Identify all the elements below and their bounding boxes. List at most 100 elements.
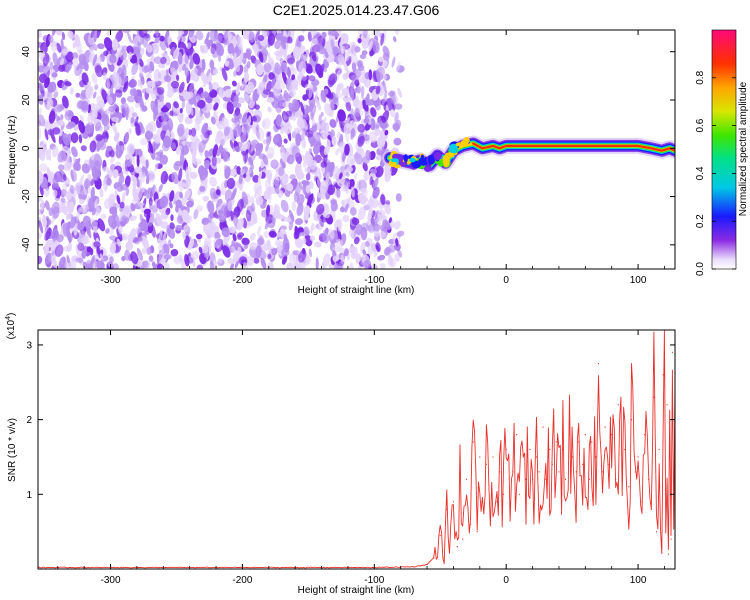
noise-blob xyxy=(322,253,331,267)
noise-blob xyxy=(340,45,345,52)
noise-blob xyxy=(60,114,64,120)
noise-blob xyxy=(88,197,95,212)
noise-blob xyxy=(156,86,165,95)
noise-blob xyxy=(138,236,143,242)
noise-blob xyxy=(140,219,149,232)
noise-blob xyxy=(84,232,89,243)
snr-point xyxy=(456,546,458,548)
snr-point xyxy=(653,396,655,398)
noise-blob xyxy=(304,167,311,173)
snr-point xyxy=(483,508,485,510)
noise-blob xyxy=(267,253,272,260)
snr-point xyxy=(624,448,626,451)
noise-blob xyxy=(351,61,357,73)
noise-blob xyxy=(223,153,229,162)
noise-blob xyxy=(302,247,306,255)
noise-blob xyxy=(296,171,305,180)
noise-blob xyxy=(295,182,301,197)
noise-blob xyxy=(83,188,88,196)
snr-point xyxy=(413,566,415,568)
noise-blob xyxy=(199,44,209,54)
noise-blob xyxy=(132,187,139,202)
noise-blob xyxy=(360,196,369,203)
noise-blob xyxy=(286,183,294,192)
noise-blob xyxy=(375,69,381,84)
noise-blob xyxy=(263,230,271,239)
colorbar-gradient xyxy=(712,30,736,269)
noise-blob xyxy=(86,220,92,234)
noise-blob xyxy=(72,57,79,70)
noise-blob xyxy=(236,166,242,175)
noise-blob xyxy=(180,204,184,211)
noise-blob xyxy=(213,102,219,111)
noise-blob xyxy=(296,194,305,206)
noise-blob xyxy=(318,114,322,124)
noise-blob xyxy=(46,169,52,182)
snr-point xyxy=(470,523,472,525)
noise-blob xyxy=(97,218,106,232)
noise-blob xyxy=(375,244,380,252)
noise-blob xyxy=(192,242,199,248)
noise-blob xyxy=(224,189,233,203)
noise-blob xyxy=(189,171,198,180)
noise-blob xyxy=(145,159,149,169)
noise-blob xyxy=(226,101,234,115)
noise-blob xyxy=(69,216,76,229)
snr-point xyxy=(658,448,660,451)
noise-blob xyxy=(218,211,227,223)
colorbar-tick-label: 0.4 xyxy=(695,166,706,180)
noise-blob xyxy=(349,207,357,216)
noise-blob xyxy=(304,63,313,72)
noise-blob xyxy=(178,191,184,199)
noise-blob xyxy=(309,163,316,170)
noise-blob xyxy=(170,67,177,77)
noise-blob xyxy=(92,54,98,67)
noise-blob xyxy=(320,90,327,103)
noise-blob xyxy=(339,206,346,213)
noise-blob xyxy=(350,186,355,198)
noise-blob xyxy=(136,154,140,168)
noise-blob xyxy=(42,214,47,229)
noise-blob xyxy=(160,110,170,122)
noise-blob xyxy=(270,159,279,168)
snr-point xyxy=(509,501,511,503)
noise-blob xyxy=(229,139,234,150)
snr-point xyxy=(476,531,478,533)
noise-blob xyxy=(212,68,219,76)
noise-blob xyxy=(89,46,95,55)
noise-blob xyxy=(192,156,197,164)
noise-blob xyxy=(346,198,350,204)
noise-blob xyxy=(353,236,360,245)
snr-point xyxy=(433,557,435,559)
noise-blob xyxy=(121,191,126,203)
noise-blob xyxy=(248,156,254,166)
noise-blob xyxy=(394,253,400,263)
noise-blob xyxy=(38,50,46,59)
noise-blob xyxy=(315,44,324,51)
noise-blob xyxy=(148,255,154,262)
noise-blob xyxy=(117,50,123,58)
noise-blob xyxy=(64,157,70,168)
noise-blob xyxy=(166,87,175,98)
noise-blob xyxy=(335,148,340,156)
noise-blob xyxy=(275,32,284,41)
noise-blob xyxy=(232,250,241,263)
noise-blob xyxy=(216,43,222,52)
noise-blob xyxy=(130,116,135,124)
noise-blob xyxy=(207,200,215,214)
noise-blob xyxy=(387,257,397,268)
noise-blob xyxy=(152,104,159,116)
snr-x-tick-label: 0 xyxy=(503,575,509,586)
noise-blob xyxy=(222,96,232,102)
noise-blob xyxy=(324,212,330,219)
noise-blob xyxy=(194,117,201,125)
noise-cloud xyxy=(38,30,405,269)
noise-blob xyxy=(45,252,52,265)
noise-blob xyxy=(204,240,211,247)
noise-blob xyxy=(97,43,105,50)
noise-blob xyxy=(222,245,231,258)
noise-blob xyxy=(368,69,373,81)
noise-blob xyxy=(131,62,139,76)
noise-blob xyxy=(279,147,286,156)
snr-point xyxy=(575,471,577,473)
